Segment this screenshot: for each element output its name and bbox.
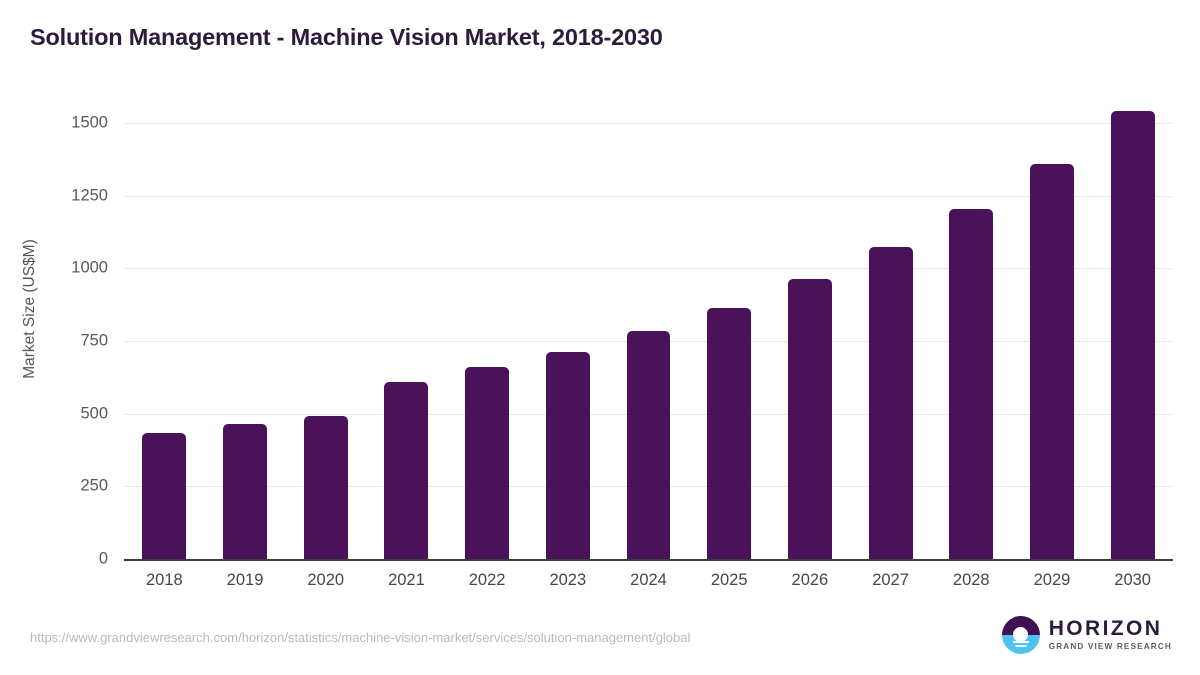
x-tick-label: 2026	[791, 571, 829, 589]
x-tick-label: 2020	[307, 571, 345, 589]
bar[interactable]	[545, 352, 590, 559]
y-tick-label: 0	[98, 549, 108, 568]
bar-column-2026[interactable]	[787, 100, 832, 559]
gridline	[124, 195, 1173, 197]
bar-column-2022[interactable]	[465, 100, 510, 559]
bar-column-2018[interactable]	[142, 100, 187, 559]
bar[interactable]	[626, 331, 671, 559]
bar-column-2019[interactable]	[223, 100, 268, 559]
sun-ray-icon	[1015, 645, 1027, 647]
x-tick-label: 2019	[226, 571, 264, 589]
bar-column-2024[interactable]	[626, 100, 671, 559]
y-axis-title: Market Size (US$M)	[21, 239, 38, 379]
x-tick-label: 2021	[388, 571, 425, 589]
y-tick-label: 1500	[71, 113, 108, 132]
sun-shape	[1013, 627, 1029, 642]
bar[interactable]	[384, 381, 429, 559]
bar[interactable]	[707, 308, 752, 559]
logo-text-block: HORIZON GRAND VIEW RESEARCH	[1049, 618, 1172, 651]
page-title: Solution Management - Machine Vision Mar…	[30, 24, 663, 50]
bar-column-2021[interactable]	[384, 100, 429, 559]
x-tick-label: 2030	[1114, 571, 1151, 589]
gridline	[124, 123, 1173, 124]
x-tick-label: 2029	[1033, 571, 1071, 589]
bar[interactable]	[223, 424, 268, 559]
bar-column-2023[interactable]	[545, 100, 590, 559]
y-tick-label: 250	[80, 476, 108, 495]
x-tick-label: 2018	[145, 571, 183, 589]
gridline	[124, 268, 1173, 270]
x-tick-label: 2024	[630, 571, 667, 589]
bar-column-2028[interactable]	[949, 100, 994, 559]
bar[interactable]	[303, 416, 348, 559]
bar[interactable]	[1029, 163, 1074, 559]
bar-column-2025[interactable]	[707, 100, 752, 559]
bar[interactable]	[949, 208, 994, 559]
bars-group	[124, 100, 1173, 559]
x-tick-label: 2022	[468, 571, 506, 589]
bar[interactable]	[465, 367, 510, 559]
horizon-sunrise-icon	[1001, 616, 1040, 654]
bar-column-2030[interactable]	[1110, 100, 1155, 559]
x-tick-label: 2025	[710, 571, 748, 589]
x-axis-line	[124, 559, 1173, 561]
logo-subtitle: GRAND VIEW RESEARCH	[1048, 642, 1172, 652]
x-tick-label: 2023	[549, 571, 587, 589]
bar[interactable]	[142, 433, 187, 559]
sun-ray-icon	[1012, 641, 1029, 643]
y-tick-label: 500	[80, 404, 108, 423]
y-tick-label: 1000	[71, 258, 108, 277]
bar-column-2020[interactable]	[303, 100, 348, 559]
bar[interactable]	[787, 279, 832, 559]
bar[interactable]	[1110, 111, 1155, 559]
y-tick-label: 1250	[71, 186, 108, 205]
x-tick-label: 2028	[952, 571, 990, 589]
x-tick-label: 2027	[872, 571, 909, 589]
source-url[interactable]: https://www.grandviewresearch.com/horizo…	[30, 630, 691, 645]
y-tick-label: 750	[80, 331, 108, 350]
logo-name: HORIZON	[1048, 617, 1163, 641]
brand-logo[interactable]: HORIZON GRAND VIEW RESEARCH	[1001, 616, 1172, 654]
bar-column-2029[interactable]	[1029, 100, 1074, 559]
bar[interactable]	[868, 247, 913, 559]
bar-column-2027[interactable]	[868, 100, 913, 559]
